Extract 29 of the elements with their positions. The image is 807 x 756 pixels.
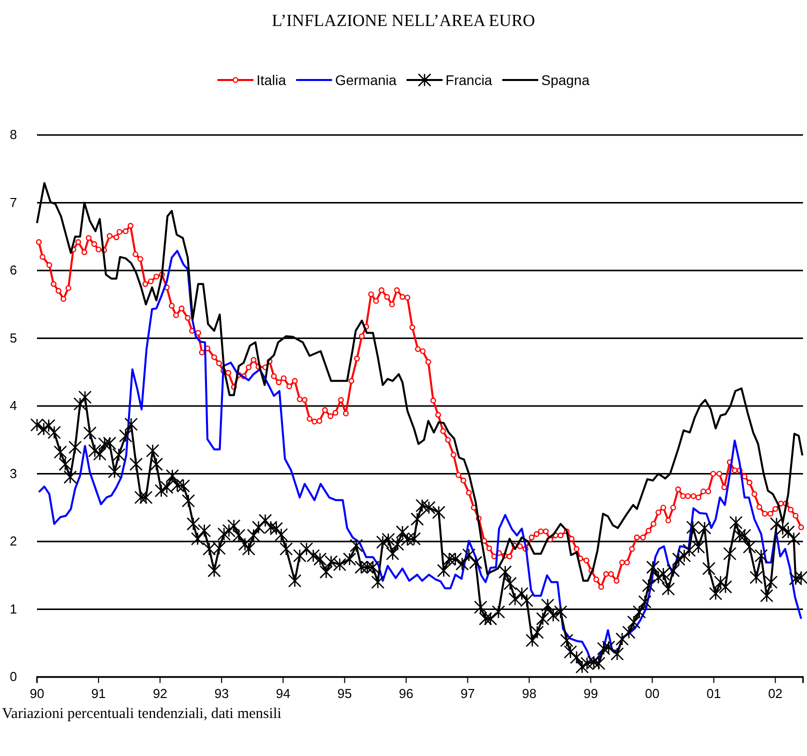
x-tick-label: 93 xyxy=(214,686,229,702)
legend-label: Italia xyxy=(256,72,286,88)
legend-label: Germania xyxy=(335,72,397,88)
x-tick-label: 00 xyxy=(645,686,660,702)
x-tick-label: 97 xyxy=(460,686,475,702)
x-tick-label: 94 xyxy=(276,686,290,702)
x-tick-label: 92 xyxy=(152,686,168,702)
x-tick-label: 95 xyxy=(337,686,352,702)
x-tick-label: 90 xyxy=(30,686,44,702)
x-tick-label: 98 xyxy=(522,686,536,702)
y-tick-label: 0 xyxy=(10,669,17,684)
text: Variazioni percentuali tendenziali, dati mensili xyxy=(2,706,282,722)
legend-label: Francia xyxy=(446,72,492,88)
x-tick-label: 96 xyxy=(398,686,414,702)
x-tick-label: 91 xyxy=(91,686,106,702)
y-tick-label: 1 xyxy=(10,601,17,616)
legend-label: Spagna xyxy=(541,72,590,88)
y-tick-label: 2 xyxy=(10,534,17,549)
y-tick-label: 4 xyxy=(10,398,17,414)
y-tick-label: 8 xyxy=(10,127,17,142)
x-tick-label: 02 xyxy=(768,686,783,702)
line-series xyxy=(38,250,802,664)
x-tick-label: 99 xyxy=(584,686,598,702)
y-tick-label: 3 xyxy=(10,466,17,481)
chart-title: L’INFLAZIONE NELL’AREA EURO xyxy=(272,11,536,30)
x-tick-label: 01 xyxy=(706,686,722,702)
y-tick-label: 5 xyxy=(10,330,17,346)
y-tick-label: 6 xyxy=(10,262,17,278)
y-tick-label: 7 xyxy=(10,194,17,210)
